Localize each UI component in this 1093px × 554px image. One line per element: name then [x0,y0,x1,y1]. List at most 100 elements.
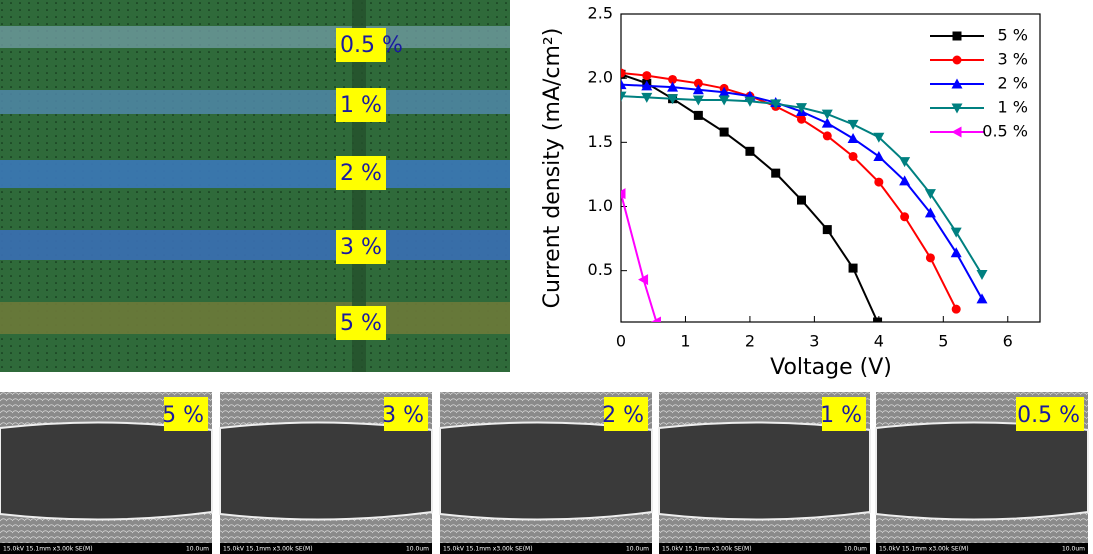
data-point [821,109,833,120]
sem-info: 15.0kV 15.1mm x3.00k SE(M) [223,546,313,553]
sem-scale: 10.0um [844,546,867,553]
sem-scale: 10.0um [626,546,649,553]
info-bar [220,543,432,554]
data-point [692,95,704,106]
x-tick-label: 2 [745,332,755,351]
sem-trench [875,421,1089,521]
data-point [667,81,679,92]
data-point [873,132,885,143]
y-tick-label: 2.5 [588,4,613,23]
jv-chart: Voltage (V) Current density (mA/cm²) [540,13,1041,380]
sem-label: 2 % [602,403,644,428]
data-point [642,71,652,81]
data-point [795,103,807,114]
data-point [693,78,703,88]
data-point [976,270,988,281]
legend-marker [952,55,962,65]
data-point [925,253,935,263]
legend-label: 5 % [998,26,1028,45]
y-axis-label: Current density (mA/cm²) [540,28,565,309]
stripe [0,90,510,114]
stripe [0,230,510,260]
data-point [771,168,781,178]
sem-label: 0.5 % [1017,403,1080,428]
data-point [621,68,626,78]
y-tick-label: 2.0 [588,68,613,87]
x-tick-label: 1 [680,332,690,351]
label-box [1016,397,1084,431]
data-point [692,84,704,95]
x-tick-label: 4 [874,332,884,351]
concentration-label: 0.5 % [340,33,403,58]
data-point [693,110,703,120]
data-point [796,114,806,124]
sem-scale: 10.0um [186,546,209,553]
sem-label: 3 % [382,403,424,428]
legend-label: 2 % [998,74,1028,93]
data-point [621,91,627,102]
legend-marker [952,31,962,41]
plot-frame [620,13,1041,323]
legend-label: 1 % [998,98,1028,117]
data-point [668,74,678,84]
data-point [950,227,962,238]
concentration-label: 5 % [340,311,382,336]
sem-trench [658,421,871,521]
label-box [822,397,866,431]
label-box [164,397,208,431]
data-point [744,96,756,107]
stripe [0,26,510,48]
data-point [924,207,936,218]
data-point [873,317,883,322]
label-box [336,28,386,62]
data-point [874,177,884,187]
sem-trench [219,421,433,521]
info-bar [876,543,1088,554]
sem-scale: 10.0um [406,546,429,553]
sem-trench [439,421,653,521]
data-point [873,150,885,161]
data-point [621,188,626,200]
sem-info: 15.0kV 15.1mm x3.00k SE(M) [879,546,969,553]
concentration-label: 2 % [340,161,382,186]
data-point [822,131,832,141]
data-point [847,132,859,143]
label-box [336,306,386,340]
legend-label: 0.5 % [982,122,1028,141]
data-point [641,92,653,103]
data-point [641,80,653,91]
data-point [719,127,729,137]
x-tick-label: 6 [1003,332,1013,351]
legend-marker [951,126,962,138]
sem-info: 15.0kV 15.1mm x3.00k SE(M) [443,546,533,553]
data-point [847,119,859,130]
data-point [770,99,782,110]
data-point [745,146,755,156]
concentration-label: 1 % [340,93,382,118]
label-box [336,230,386,264]
data-point [951,304,961,314]
sem-info: 15.0kV 15.1mm x3.00k SE(M) [3,546,93,553]
data-point [900,212,910,222]
data-point [976,293,988,304]
plot-area [621,68,988,322]
data-point [667,94,679,105]
concentration-label: 3 % [340,235,382,260]
x-axis-label: Voltage (V) [770,355,892,380]
sem-label: 1 % [820,403,862,428]
data-point [924,189,936,200]
label-box [604,397,648,431]
x-tick-label: 3 [809,332,819,351]
y-tick-label: 1.5 [588,132,613,151]
data-point [899,175,911,186]
sem-scale: 10.0um [1062,546,1085,553]
sem-info: 15.0kV 15.1mm x3.00k SE(M) [662,546,752,553]
info-bar [0,543,212,554]
data-point [821,117,833,128]
stripe [0,160,510,188]
label-box [336,156,386,190]
y-tick-label: 1.0 [588,196,613,215]
data-point [650,316,661,322]
